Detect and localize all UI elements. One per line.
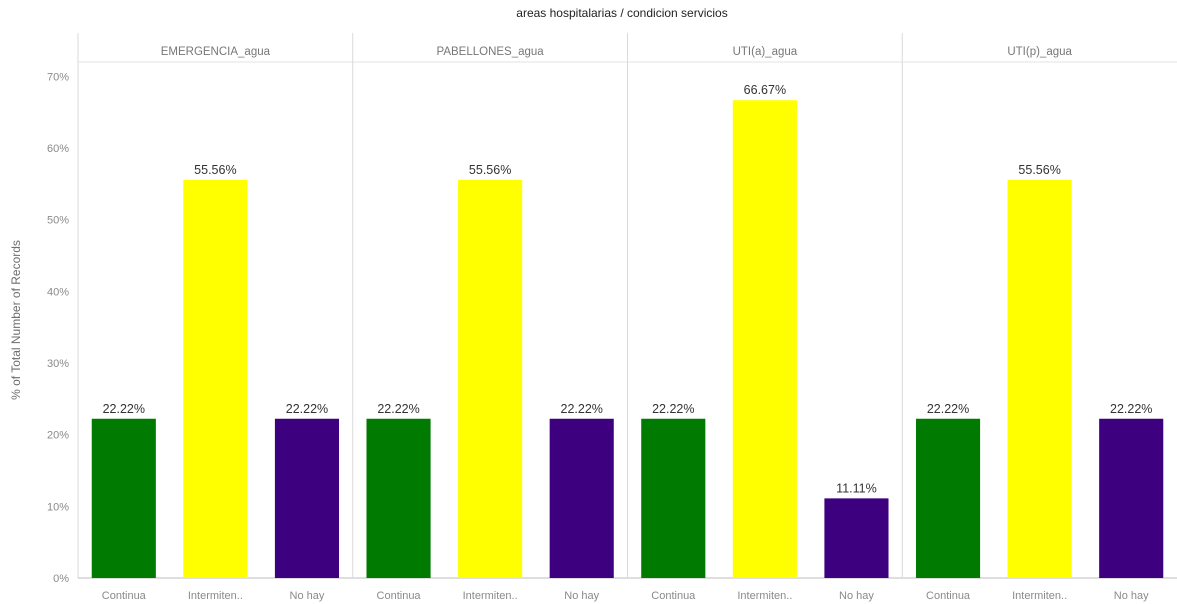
bar [641,418,706,578]
y-tick-label: 40% [47,286,69,298]
x-tick-label: Continua [377,590,422,602]
chart-title: areas hospitalarias / condicion servicio… [516,6,727,20]
panel-3: UTI(p)_agua 22.22% Continua 55.56% Intermite… [901,33,1164,602]
y-tick-label: 20% [47,430,69,442]
data-label: 22.22% [652,402,694,416]
x-tick-label: Continua [651,590,696,602]
data-label: 55.56% [194,163,236,177]
bar [1007,179,1072,578]
x-tick-label: Intermiten.. [463,590,518,602]
x-tick-label: Continua [926,590,971,602]
bar [732,100,797,578]
bar [458,179,523,578]
data-label: 22.22% [561,402,603,416]
bar [91,418,156,578]
bar [183,179,248,578]
data-label: 22.22% [377,402,419,416]
data-label: 22.22% [927,402,969,416]
y-tick-label: 60% [47,143,69,155]
y-tick-label: 30% [47,358,69,370]
panel-title: PABELLONES_agua [437,46,545,58]
x-tick-label: No hay [1114,590,1149,602]
x-tick-label: No hay [839,590,874,602]
data-label: 55.56% [469,163,511,177]
y-tick-label: 70% [47,71,69,83]
panel-2: UTI(a)_agua 22.22% Continua 66.67% Intermite… [627,33,889,602]
panels-layer: EMERGENCIA_agua 22.22% Continua 55.56% Inter… [91,33,1164,602]
x-tick-label: Intermiten.. [1012,590,1067,602]
y-tick-label: 0% [53,573,69,585]
data-label: 22.22% [286,402,328,416]
panel-title: UTI(a)_agua [733,46,798,58]
bar [824,498,889,578]
x-tick-label: Intermiten.. [737,590,792,602]
panel-1: PABELLONES_agua 22.22% Continua 55.56% Inter… [352,33,614,602]
bar [366,418,431,578]
data-label: 55.56% [1018,163,1060,177]
bar [1099,418,1164,578]
x-tick-label: No hay [564,590,599,602]
y-axis-label: % of Total Number of Records [9,240,23,400]
data-label: 11.11% [836,481,877,495]
y-tick-label: 50% [47,215,69,227]
bar [549,418,614,578]
panel-0: EMERGENCIA_agua 22.22% Continua 55.56% Inter… [91,46,340,602]
bar [274,418,340,578]
x-tick-label: No hay [290,590,325,602]
data-label: 22.22% [103,402,145,416]
data-label: 66.67% [744,83,786,97]
panel-title: UTI(p)_agua [1007,46,1072,58]
x-tick-label: Intermiten.. [188,590,243,602]
y-tick-label: 10% [47,501,69,513]
x-tick-label: Continua [102,590,147,602]
panel-title: EMERGENCIA_agua [161,46,271,58]
bar [915,418,981,578]
data-label: 22.22% [1110,402,1152,416]
